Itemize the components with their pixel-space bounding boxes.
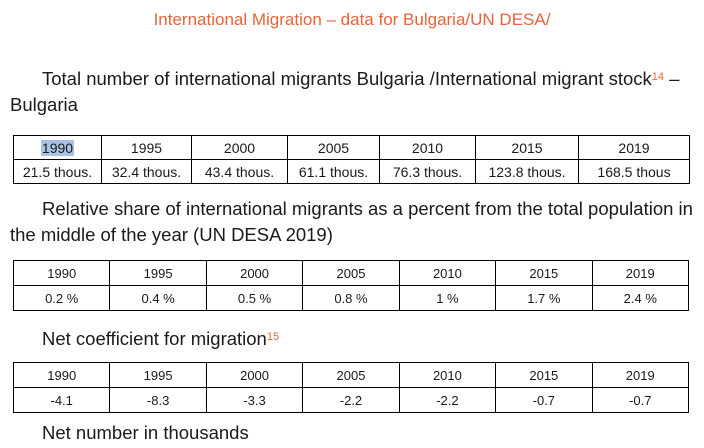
page-title: International Migration – data for Bulga… <box>153 10 551 29</box>
year-cell: 2010 <box>398 362 497 388</box>
year-cell: 2005 <box>287 135 380 160</box>
footnote-15[interactable]: 15 <box>266 331 280 343</box>
value-cell: 1.7 % <box>495 285 593 311</box>
value-cell: -4.1 <box>12 387 111 413</box>
migrant-stock-table: 1990 1995 2000 2005 2010 2015 2019 21.5 … <box>13 135 690 184</box>
value-cell: 76.3 thous. <box>379 159 476 184</box>
migrant-share-table: 1990 1995 2000 2005 2010 2015 2019 0.2 %… <box>12 260 690 311</box>
value-cell: 32.4 thous. <box>101 159 192 184</box>
table-row: -4.1 -8.3 -3.3 -2.2 -2.2 -0.7 -0.7 <box>12 387 690 413</box>
year-cell: 1995 <box>109 260 207 286</box>
year-cell: 2019 <box>578 135 690 160</box>
section3-heading-text: Net coefficient for migration <box>42 328 267 349</box>
year-cell: 2019 <box>591 260 690 286</box>
footnote-14[interactable]: 14 <box>651 71 665 83</box>
value-cell: -8.3 <box>109 387 207 413</box>
year-cell: 2019 <box>591 362 690 388</box>
year-cell: 1995 <box>101 135 192 160</box>
year-cell: 1995 <box>109 362 207 388</box>
year-cell: 2000 <box>205 362 304 388</box>
year-cell: 2000 <box>205 260 304 286</box>
value-cell: -2.2 <box>302 387 400 413</box>
year-cell: 2010 <box>379 135 476 160</box>
year-cell: 1990 <box>12 362 111 388</box>
value-cell: 21.5 thous. <box>13 159 102 184</box>
year-cell: 2005 <box>302 260 400 286</box>
value-cell: 61.1 thous. <box>287 159 380 184</box>
year-cell: 1990 <box>13 135 102 160</box>
year-cell: 2010 <box>398 260 497 286</box>
year-cell: 1990 <box>12 260 111 286</box>
value-cell: 0.4 % <box>109 285 207 311</box>
value-cell: 168.5 thous <box>578 159 690 184</box>
table-row: 1990 1995 2000 2005 2010 2015 2019 <box>12 260 690 286</box>
net-coefficient-table: 1990 1995 2000 2005 2010 2015 2019 -4.1 … <box>12 362 690 413</box>
year-cell: 2015 <box>475 135 579 160</box>
section2-heading: Relative share of international migrants… <box>10 198 693 245</box>
value-cell: 0.5 % <box>205 285 304 311</box>
section4-heading: Net number in thousands <box>42 422 249 443</box>
table-row: 0.2 % 0.4 % 0.5 % 0.8 % 1 % 1.7 % 2.4 % <box>12 285 690 311</box>
value-cell: 0.8 % <box>302 285 400 311</box>
year-cell: 2015 <box>495 260 593 286</box>
value-cell: 0.2 % <box>12 285 111 311</box>
section3-heading: Net coefficient for migration15 <box>10 326 696 352</box>
section1-heading-suffix: – Bulgaria <box>10 68 680 115</box>
value-cell: -3.3 <box>205 387 304 413</box>
value-cell: 43.4 thous. <box>191 159 288 184</box>
value-cell: 1 % <box>398 285 497 311</box>
year-cell: 2000 <box>191 135 288 160</box>
value-cell: 123.8 thous. <box>475 159 579 184</box>
value-cell: -0.7 <box>495 387 593 413</box>
year-cell: 2005 <box>302 362 400 388</box>
value-cell: -2.2 <box>398 387 497 413</box>
value-cell: 2.4 % <box>591 285 690 311</box>
value-cell: -0.7 <box>591 387 690 413</box>
year-cell: 2015 <box>495 362 593 388</box>
table-row: 21.5 thous. 32.4 thous. 43.4 thous. 61.1… <box>13 159 690 184</box>
table-row: 1990 1995 2000 2005 2010 2015 2019 <box>13 135 690 160</box>
year-cell-selected[interactable]: 1990 <box>40 139 75 156</box>
section1-heading-text: Total number of international migrants B… <box>42 68 652 89</box>
section1-heading: Total number of international migrants B… <box>10 66 696 118</box>
table-row: 1990 1995 2000 2005 2010 2015 2019 <box>12 362 690 388</box>
